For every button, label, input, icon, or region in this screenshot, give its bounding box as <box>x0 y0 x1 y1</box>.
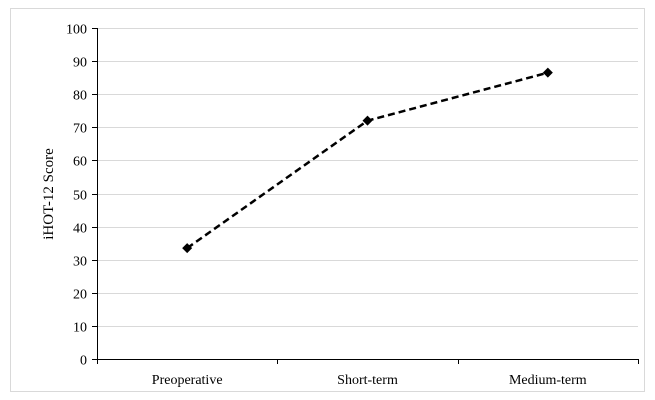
y-tick-labels: 0 10 20 30 40 50 60 70 80 90 100 <box>66 23 87 369</box>
x-tick-labels: Preoperative Short-term Medium-term <box>152 373 587 388</box>
x-tick-label: Preoperative <box>152 373 223 388</box>
y-tick-label: 10 <box>73 321 87 336</box>
series-layer <box>182 67 553 254</box>
data-point-marker <box>362 115 373 126</box>
y-axis-title: iHOT-12 Score <box>41 148 57 240</box>
y-tick-label: 30 <box>73 255 87 270</box>
y-tick-label: 50 <box>73 189 87 204</box>
y-tick-label: 100 <box>66 23 87 38</box>
y-tick-label: 70 <box>73 122 87 137</box>
y-tick-label: 20 <box>73 288 87 303</box>
x-tick-label: Medium-term <box>509 373 587 388</box>
y-tick-label: 40 <box>73 222 87 237</box>
axes <box>92 28 639 364</box>
x-tick-label: Short-term <box>337 373 398 388</box>
gridlines <box>97 28 638 327</box>
y-tick-label: 0 <box>80 354 87 369</box>
y-tick-label: 60 <box>73 155 87 170</box>
y-tick-label: 90 <box>73 56 87 71</box>
chart-border <box>10 8 645 392</box>
data-point-marker <box>542 67 553 78</box>
data-point-marker <box>182 243 193 254</box>
y-tick-label: 80 <box>73 89 87 104</box>
